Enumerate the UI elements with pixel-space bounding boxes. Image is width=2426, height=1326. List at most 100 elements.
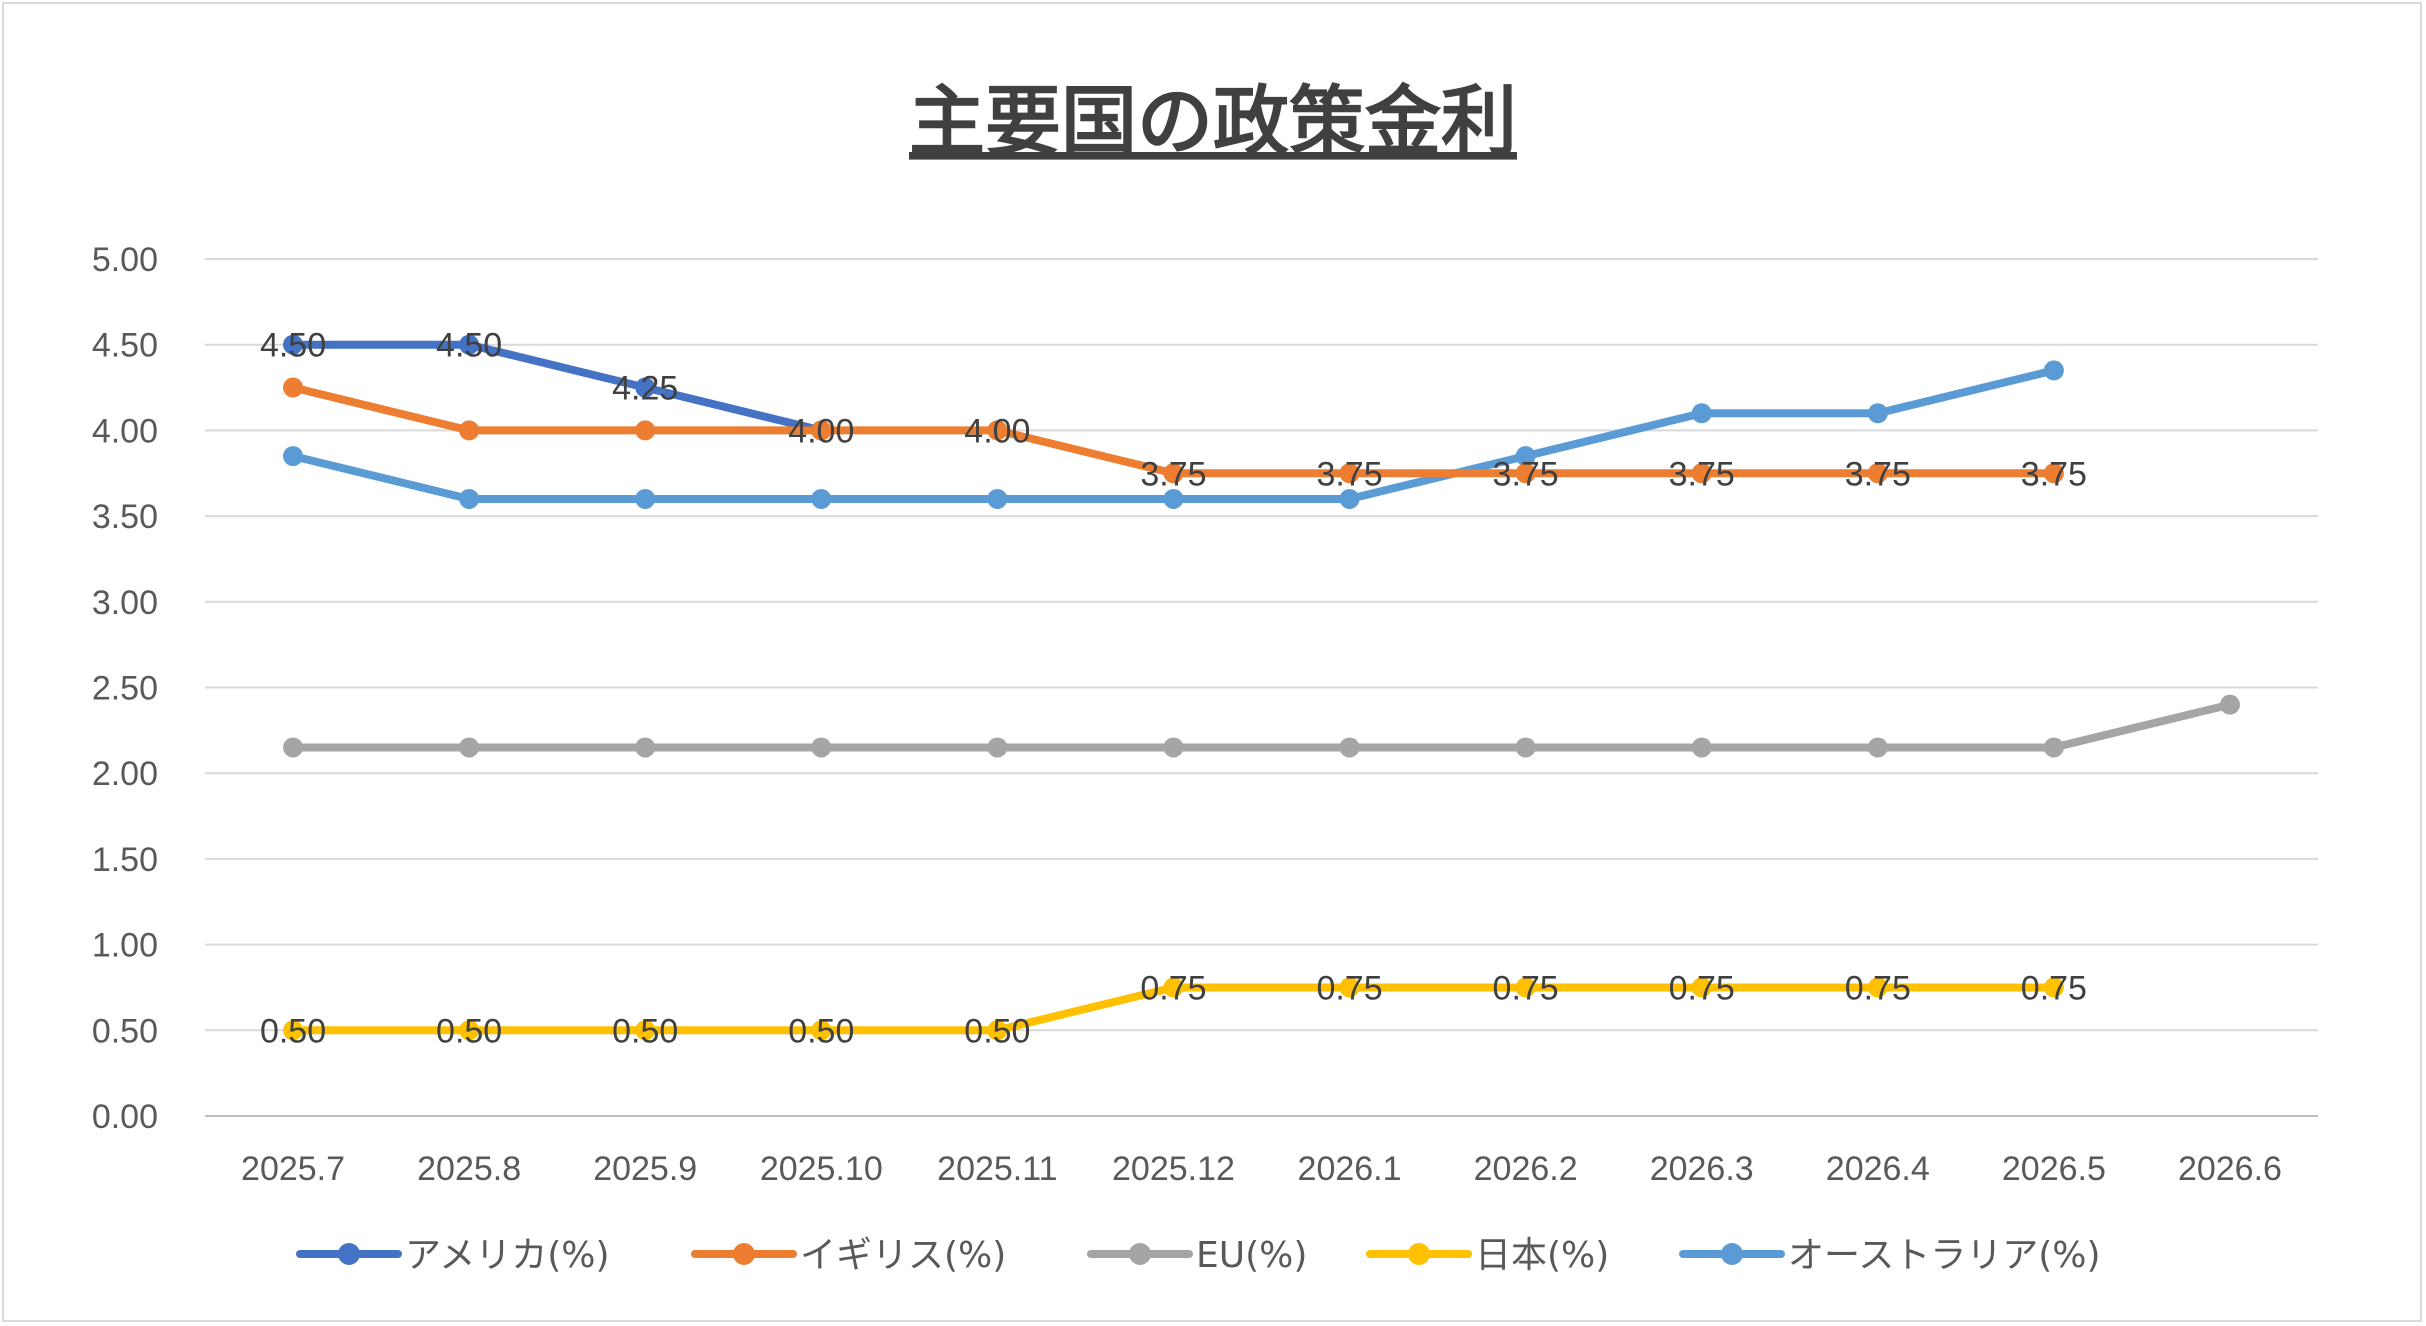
- data-point: [987, 488, 1008, 509]
- data-point: [459, 334, 480, 355]
- data-point: [811, 420, 832, 441]
- data-point: [811, 1020, 832, 1041]
- legend-label: 日本(%): [1475, 1235, 1609, 1276]
- data-point: [1339, 977, 1360, 998]
- legend-item: EU(%): [1087, 1235, 1307, 1276]
- data-point: [635, 377, 656, 398]
- data-label: 0.50: [436, 1012, 502, 1050]
- data-point: [459, 488, 480, 509]
- data-point: [283, 446, 304, 467]
- chart-title: 主要国の政策金利: [909, 77, 1517, 166]
- x-tick-label: 2025.11: [937, 1150, 1057, 1188]
- x-tick-label: 2026.2: [1474, 1150, 1578, 1188]
- data-point: [1515, 463, 1536, 484]
- data-label: 0.75: [1316, 969, 1382, 1007]
- data-label: 0.50: [788, 1012, 854, 1050]
- data-point: [1515, 737, 1536, 758]
- data-label: 3.75: [1316, 455, 1382, 493]
- data-point: [1339, 463, 1360, 484]
- legend: アメリカ(%) イギリス(%) EU(%) 日本(%) オーストラリア(%): [296, 1235, 2101, 1276]
- x-axis-tick-labels: 2025.7 2025.8 2025.9 2025.10 2025.11 2025.12 2…: [241, 1150, 2282, 1188]
- data-label: 3.75: [1845, 455, 1911, 493]
- data-point: [987, 737, 1008, 758]
- legend-marker: [1721, 1243, 1743, 1265]
- data-point: [1691, 403, 1712, 424]
- x-tick-label: 2025.7: [241, 1150, 345, 1188]
- data-point: [1691, 737, 1712, 758]
- data-label: 0.50: [612, 1012, 678, 1050]
- series-line: [289, 340, 826, 435]
- data-point: [2043, 463, 2064, 484]
- series-3: [283, 977, 2064, 1041]
- data-label: 3.75: [2021, 455, 2087, 493]
- x-tick-label: 2025.9: [593, 1150, 697, 1188]
- x-tick-label: 2026.1: [1298, 1150, 1402, 1188]
- data-point: [283, 1020, 304, 1041]
- data-label: 0.50: [964, 1012, 1030, 1050]
- data-label: 4.50: [436, 327, 502, 365]
- legend-item: アメリカ(%): [296, 1235, 610, 1276]
- data-label: 0.75: [1493, 969, 1559, 1007]
- series-1: [283, 377, 2064, 484]
- series-4: [283, 360, 2064, 509]
- data-point: [459, 1020, 480, 1041]
- series-lines: [283, 334, 2240, 1041]
- y-tick-label: 0.50: [92, 1012, 158, 1050]
- x-tick-label: 2026.6: [2178, 1150, 2282, 1188]
- y-tick-label: 1.00: [92, 927, 158, 965]
- data-point: [1163, 488, 1184, 509]
- x-tick-label: 2025.8: [417, 1150, 521, 1188]
- data-point: [459, 737, 480, 758]
- legend-marker: [338, 1243, 360, 1265]
- data-point: [987, 1020, 1008, 1041]
- data-point: [2043, 977, 2064, 998]
- data-point: [283, 737, 304, 758]
- y-tick-label: 2.50: [92, 670, 158, 708]
- data-point: [283, 377, 304, 398]
- legend-label: オーストラリア(%): [1788, 1235, 2101, 1276]
- data-point: [2043, 360, 2064, 381]
- data-point: [811, 488, 832, 509]
- data-labels: 4.50 4.50 4.25 4.00 4.00 3.75 3.75 3.75 3.75 3.75…: [260, 327, 2087, 1051]
- series-line: [289, 700, 2234, 752]
- data-label: 0.75: [2021, 969, 2087, 1007]
- data-label: 0.75: [1845, 969, 1911, 1007]
- data-point: [2219, 694, 2240, 715]
- data-point: [1163, 463, 1184, 484]
- data-point: [635, 737, 656, 758]
- data-point: [635, 1020, 656, 1041]
- data-label: 3.75: [1493, 455, 1559, 493]
- data-label: 0.50: [260, 1012, 326, 1050]
- legend-label: EU(%): [1196, 1235, 1307, 1276]
- data-point: [1867, 977, 1888, 998]
- y-tick-label: 1.50: [92, 841, 158, 879]
- data-point: [1339, 737, 1360, 758]
- data-label: 3.75: [1140, 455, 1206, 493]
- data-label: 0.75: [1669, 969, 1735, 1007]
- data-point: [811, 737, 832, 758]
- data-label: 4.50: [260, 327, 326, 365]
- data-point: [635, 420, 656, 441]
- y-tick-label: 2.00: [92, 755, 158, 793]
- data-point: [1163, 977, 1184, 998]
- y-tick-label: 0.00: [92, 1098, 158, 1136]
- data-point: [1515, 977, 1536, 998]
- data-point: [1867, 737, 1888, 758]
- data-point: [283, 334, 304, 355]
- x-tick-label: 2026.5: [2002, 1150, 2106, 1188]
- y-tick-label: 3.00: [92, 584, 158, 622]
- x-tick-label: 2025.10: [760, 1150, 883, 1188]
- y-tick-label: 4.00: [92, 412, 158, 450]
- data-label: 4.25: [612, 370, 678, 408]
- data-point: [987, 420, 1008, 441]
- data-point: [1691, 463, 1712, 484]
- data-label: 0.75: [1140, 969, 1206, 1007]
- y-tick-label: 5.00: [92, 241, 158, 279]
- legend-marker: [1129, 1243, 1151, 1265]
- x-tick-label: 2026.3: [1650, 1150, 1754, 1188]
- legend-label: アメリカ(%): [405, 1235, 610, 1276]
- y-tick-label: 4.50: [92, 327, 158, 365]
- data-label: 3.75: [1669, 455, 1735, 493]
- legend-item: オーストラリア(%): [1679, 1235, 2101, 1276]
